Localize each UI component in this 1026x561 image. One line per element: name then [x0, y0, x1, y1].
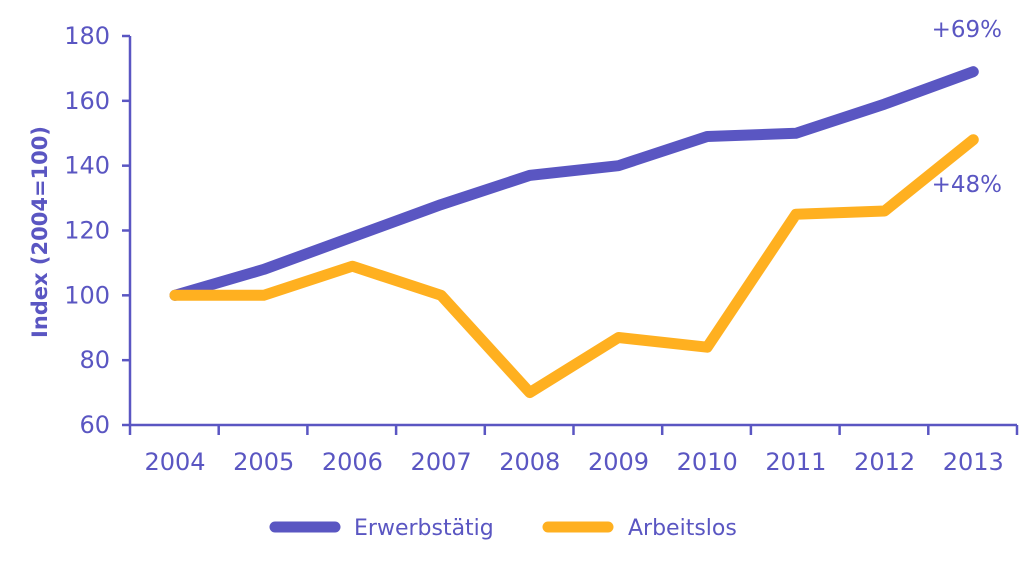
legend-label-erwerbstaetig: Erwerbstätig	[354, 516, 494, 541]
x-tick-label: 2008	[499, 448, 560, 476]
x-tick-label: 2004	[144, 448, 205, 476]
annotation-erwerbstaetig: +69%	[932, 17, 1002, 43]
y-tick-label: 140	[64, 152, 110, 180]
x-axis: 2004 2005 2006 2007 2008 2009 2010 2011 2012 2013	[128, 423, 1019, 476]
y-tick-label: 120	[64, 217, 110, 245]
y-axis: 60 80 100 120 140 160 180	[64, 22, 132, 439]
y-tick-label: 180	[64, 22, 110, 50]
series-line-arbeitslos	[169, 134, 979, 399]
y-axis-title: Index (2004=100)	[28, 126, 52, 338]
x-tick-label: 2005	[233, 448, 294, 476]
y-tick-label: 160	[64, 87, 110, 115]
x-tick-label: 2012	[854, 448, 915, 476]
legend: Erwerbstätig Arbeitslos	[269, 516, 737, 541]
x-tick-label: 2011	[765, 448, 826, 476]
annotation-arbeitslos: +48%	[932, 172, 1002, 198]
y-tick-label: 80	[79, 346, 110, 374]
x-tick-label: 2009	[588, 448, 649, 476]
x-tick-label: 2007	[411, 448, 472, 476]
series-lines	[169, 66, 979, 399]
y-tick-label: 60	[79, 411, 110, 439]
legend-label-arbeitslos: Arbeitslos	[628, 516, 737, 541]
x-tick-label: 2006	[322, 448, 383, 476]
series-line-erwerbstaetig	[169, 66, 979, 301]
y-tick-label: 100	[64, 281, 110, 309]
x-tick-label: 2013	[943, 448, 1004, 476]
x-tick-label: 2010	[677, 448, 738, 476]
